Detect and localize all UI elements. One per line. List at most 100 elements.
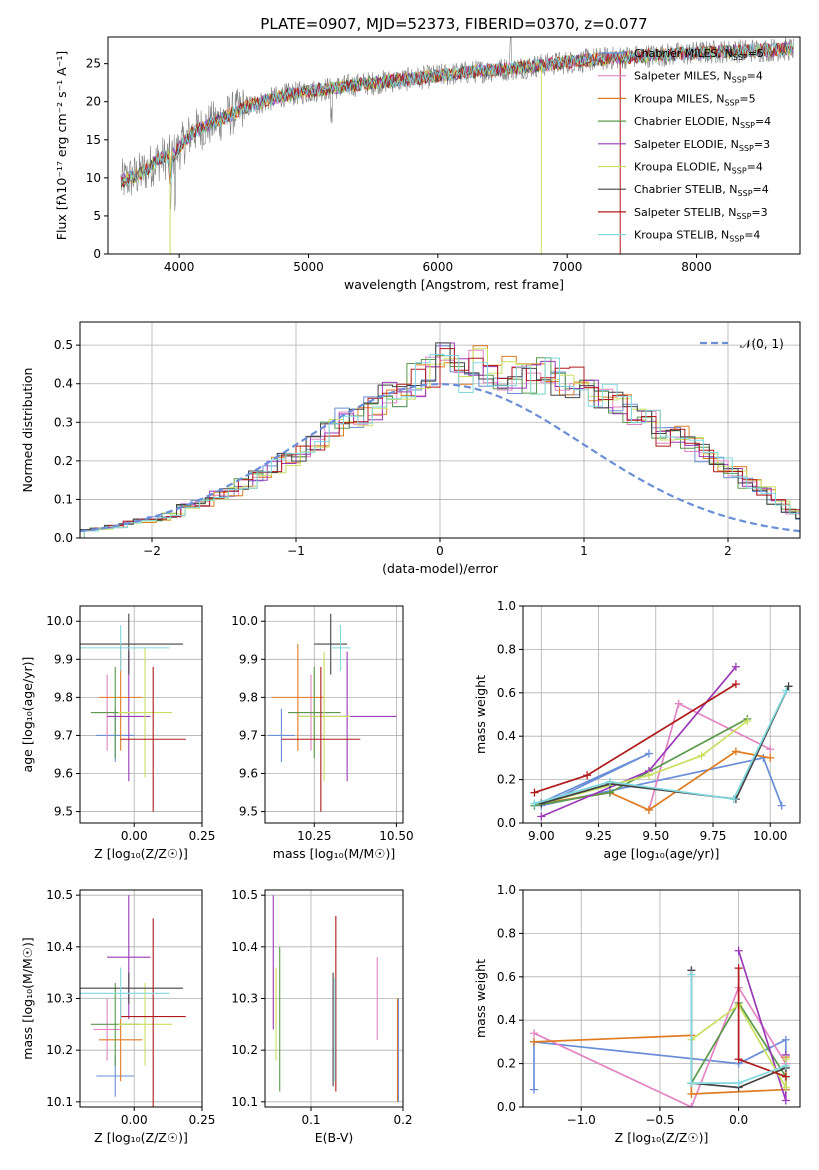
weight-marker	[697, 751, 706, 760]
weight-marker	[734, 964, 743, 973]
x-axis-label: Z [log₁₀(Z/Z☉)]	[94, 1130, 188, 1145]
axes-frame	[264, 889, 404, 1108]
x-axis-label: wavelength [Angstrom, rest frame]	[344, 277, 564, 292]
x-tick-label: 0.1	[301, 1113, 320, 1127]
y-tick-label: 0.3	[54, 415, 73, 429]
x-tick-label: 9.75	[700, 829, 727, 843]
histogram-salpeter-elodie	[80, 342, 800, 538]
chart-age-vs-mass: 10.25 10.50 9.5 9.6 9.7 9.8 9.9 10.0 mass [log₁₀…	[231, 605, 414, 861]
chart-weight-vs-Z: −1.0 −0.5 0.0 0.0 0.2 0.4 0.6 0.8 1.0 Z [log₁₀(Z/…	[473, 883, 801, 1145]
weight-marker	[644, 805, 653, 814]
x-tick-label: 0.25	[189, 829, 216, 843]
legend-label: Kroupa MILES, NSSP=5	[634, 92, 756, 107]
y-tick-label: 10	[86, 171, 101, 185]
weight-line-kroupa-stelib	[690, 974, 787, 1084]
weight-marker	[781, 1072, 790, 1081]
x-tick-label: 8000	[681, 260, 712, 274]
errorbar-chabrier-stelib	[80, 613, 184, 675]
x-tick-label: 0.2	[393, 1113, 412, 1127]
plot-area	[80, 613, 186, 812]
x-tick-label: 2	[724, 544, 732, 558]
x-axis-label: Z [log₁₀(Z/Z☉)]	[94, 846, 188, 861]
chart-weight-vs-age: 9.00 9.25 9.50 9.75 10.00 0.0 0.2 0.4 0.6 0.8 1.0 a…	[473, 599, 801, 861]
plot-area	[80, 342, 800, 538]
errorbar-chabrier-stelib	[80, 972, 184, 1004]
x-tick-label: 9.50	[642, 829, 669, 843]
y-tick-label: 10.5	[46, 888, 73, 902]
y-tick-label: 0.2	[497, 1057, 516, 1071]
histogram-kroupa-stelib	[83, 354, 800, 538]
y-tick-label: 9.9	[239, 652, 258, 666]
y-tick-label: 9.8	[239, 690, 258, 704]
weight-marker	[734, 946, 743, 955]
weight-marker	[644, 749, 653, 758]
errorbar-chabrier-elodie	[288, 666, 341, 759]
axes-frame	[79, 605, 203, 824]
axes-frame	[522, 889, 801, 1108]
weight-marker	[605, 777, 614, 786]
errorbar-kroupa-miles	[271, 644, 325, 751]
x-tick-label: −0.5	[645, 1113, 674, 1127]
y-axis-label: mass weight	[473, 959, 488, 1038]
weight-marker	[644, 771, 653, 780]
weight-marker	[784, 682, 793, 691]
plot-area	[530, 946, 790, 1107]
errorbar-kroupa-elodie	[117, 647, 173, 778]
errorbar-chabrier-miles	[268, 708, 295, 763]
y-tick-label: 9.5	[54, 805, 73, 819]
y-tick-label: 0	[93, 247, 101, 261]
y-tick-label: 0.0	[497, 1100, 516, 1114]
legend-label: Salpeter MILES, NSSP=4	[634, 70, 763, 85]
x-tick-label: 1	[580, 544, 588, 558]
plot-area	[272, 895, 399, 1102]
legend-label: Kroupa ELODIE, NSSP=4	[634, 161, 763, 176]
x-tick-label: 9.25	[585, 829, 612, 843]
weight-line-chabrier-stelib	[541, 685, 790, 805]
y-tick-label: 10.4	[231, 940, 258, 954]
y-tick-label: 0.2	[54, 454, 73, 468]
weight-marker	[782, 686, 791, 695]
errorbar-kroupa-stelib	[80, 625, 170, 671]
errorbar-salpeter-stelib	[120, 666, 186, 812]
y-tick-label: 0.4	[497, 1013, 516, 1027]
x-axis-label: (data-model)/error	[382, 561, 499, 576]
errorbar-chabrier-stelib	[314, 613, 348, 675]
normal-curve	[80, 382, 800, 533]
weight-marker	[731, 662, 740, 671]
y-tick-label: 0.4	[497, 729, 516, 743]
x-tick-label: −1	[287, 544, 305, 558]
y-tick-label: 0.5	[54, 338, 73, 352]
x-axis-label: mass [log₁₀(M/M☉)]	[273, 846, 395, 861]
axes-frame	[522, 605, 801, 824]
legend: Chabrier MILES, NSSP=5 Salpeter MILES, NS…	[598, 47, 771, 244]
y-tick-label: 10.5	[231, 888, 258, 902]
y-axis-label: age [log₁₀(age/yr)]	[20, 657, 35, 773]
legend: 𝒩(0, 1)	[700, 337, 784, 351]
y-tick-label: 10.1	[231, 1095, 258, 1109]
x-tick-label: 10.50	[379, 829, 413, 843]
y-tick-label: 0.4	[54, 377, 73, 391]
axes-frame	[107, 36, 801, 255]
x-tick-label: 9.00	[528, 829, 555, 843]
weight-marker	[530, 799, 539, 808]
y-tick-label: 9.5	[239, 805, 258, 819]
weight-marker	[530, 1029, 539, 1038]
weight-marker	[687, 1079, 696, 1088]
chart-spectrum: 4000 5000 6000 7000 8000 0 5 10 15 20 25 wavelength…	[54, 15, 801, 292]
x-tick-label: 5000	[293, 260, 324, 274]
weight-marker	[781, 1083, 790, 1092]
weight-marker	[781, 1061, 790, 1070]
y-tick-label: 9.8	[54, 690, 73, 704]
weight-marker	[537, 812, 546, 821]
x-tick-label: −2	[143, 544, 161, 558]
weight-marker	[743, 717, 752, 726]
y-tick-label: 9.7	[239, 728, 258, 742]
errorbar-kroupa-stelib	[330, 625, 351, 671]
histogram-chabrier-miles	[80, 345, 800, 532]
weight-marker	[731, 680, 740, 689]
weight-marker	[530, 788, 539, 797]
y-tick-label: 0.1	[54, 492, 73, 506]
weight-line-salpeter-miles	[648, 702, 771, 811]
weight-marker	[687, 1103, 696, 1107]
